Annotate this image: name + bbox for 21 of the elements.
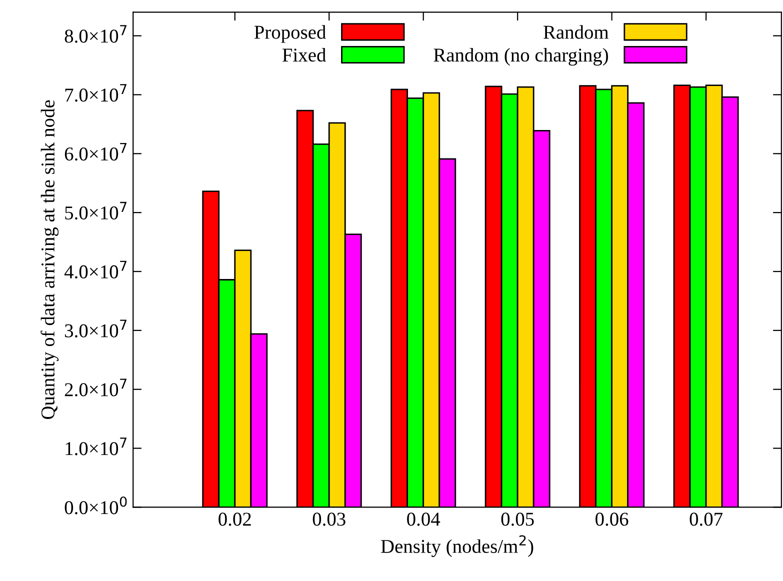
y-tick-label: 4.0×10$^{7}$: [64, 260, 126, 279]
y-tick-label: 6.0×10$^{7}$: [64, 143, 126, 161]
y-tick-label: 1.0×10$^{7}$: [66, 438, 126, 456]
y-tick-label: 8.0×10$^{7}$: [64, 25, 126, 43]
y-axis-title: Quantity of data arriving at the sink node: [40, 100, 59, 420]
x-tick-label: 0.05: [501, 512, 534, 526]
x-axis-title: Density (nodes/m$^{2}$): [381, 535, 534, 558]
legend-label: Random: [544, 25, 609, 39]
legend-label: Proposed: [254, 25, 326, 43]
y-tick-label: 0.0×10$^{0}$: [64, 496, 127, 514]
legend-label: Fixed: [282, 48, 326, 62]
x-tick-label: 0.06: [596, 512, 628, 526]
y-tick-label: 3.0×10$^{7}$: [65, 320, 126, 338]
y-tick-label: 7.0×10$^{7}$: [65, 84, 126, 102]
legend-label: Random (no charging): [434, 48, 608, 66]
x-tick-label: 0.04: [407, 512, 440, 526]
y-tick-label: 2.0×10$^{7}$: [64, 378, 126, 396]
x-tick-label: 0.03: [312, 512, 346, 526]
y-tick-label: 5.0×10$^{7}$: [65, 202, 126, 220]
x-tick-label: 0.07: [690, 512, 722, 526]
x-tick-label: 0.02: [218, 512, 251, 526]
